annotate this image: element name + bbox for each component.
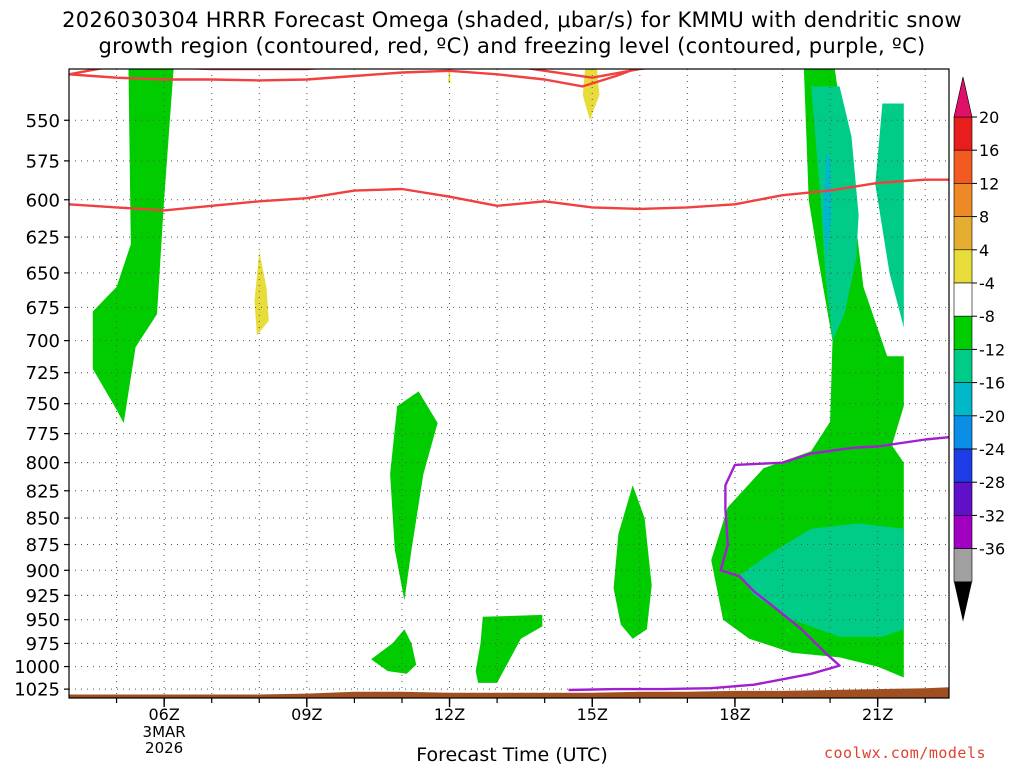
x-tick-sublabel-0: 3MAR xyxy=(143,723,186,741)
y-tick-label-875: 875 xyxy=(26,535,60,556)
x-tick-label-06Z: 06Z xyxy=(148,705,179,724)
y-tick-label-825: 825 xyxy=(26,481,60,502)
colorbar-swatch-13 xyxy=(953,548,973,583)
y-tick-label-700: 700 xyxy=(26,331,60,352)
contour-lines xyxy=(69,69,949,698)
omega-region-7 xyxy=(875,103,904,328)
colorbar-label-5: -4 xyxy=(979,274,995,293)
colorbar-swatch-3 xyxy=(953,216,973,251)
x-tick-label-18Z: 18Z xyxy=(719,705,750,724)
dgz-contour-1 xyxy=(69,69,639,88)
y-tick-label-1000: 1000 xyxy=(14,657,60,678)
colorbar-label-9: -20 xyxy=(979,407,1005,426)
y-tick-label-650: 650 xyxy=(26,263,60,284)
chart-title-line1: 2026030304 HRRR Forecast Omega (shaded, … xyxy=(62,8,962,32)
colorbar-label-1: 16 xyxy=(979,141,999,160)
colorbar-label-8: -16 xyxy=(979,374,1005,393)
colorbar-label-11: -28 xyxy=(979,473,1005,492)
y-tick-label-725: 725 xyxy=(26,363,60,384)
chart-title-line2: growth region (contoured, red, ºC) and f… xyxy=(98,34,926,58)
x-tick-label-09Z: 09Z xyxy=(291,705,322,724)
y-tick-label-925: 925 xyxy=(26,586,60,607)
y-tick-label-775: 775 xyxy=(26,424,60,445)
omega-region-10 xyxy=(254,251,269,336)
colorbar-swatch-9 xyxy=(953,415,973,450)
y-tick-label-750: 750 xyxy=(26,394,60,415)
x-tick-label-21Z: 21Z xyxy=(862,705,893,724)
colorbar-label-3: 8 xyxy=(979,208,989,227)
colorbar-swatch-11 xyxy=(953,481,973,516)
colorbar-label-2: 12 xyxy=(979,174,999,193)
colorbar-label-4: 4 xyxy=(979,241,989,260)
omega-region-2 xyxy=(371,629,417,674)
colorbar-bottom-arrow xyxy=(954,581,972,622)
y-tick-label-950: 950 xyxy=(26,610,60,631)
colorbar: 20 16 12 8 4 -4 -8 -12 -16 -20 -24 -28 -32 -36 xyxy=(953,76,1005,622)
colorbar-swatch-12 xyxy=(953,515,973,549)
colorbar-swatch-10 xyxy=(953,448,973,483)
y-tick-label-900: 900 xyxy=(26,561,60,582)
colorbar-label-13: -36 xyxy=(979,540,1005,559)
colorbar-swatch-7 xyxy=(953,349,973,383)
colorbar-swatch-6 xyxy=(953,315,973,350)
omega-region-6 xyxy=(811,86,859,341)
omega-region-3 xyxy=(475,614,543,683)
y-axis: 550 575 600 625 650 675 700 725 750 775 800 825 850 8… xyxy=(14,111,69,701)
colorbar-label-10: -24 xyxy=(979,440,1005,459)
colorbar-swatch-4 xyxy=(953,249,973,284)
colorbar-swatch-2 xyxy=(953,183,973,217)
colorbar-swatch-5 xyxy=(953,282,973,317)
omega-region-1 xyxy=(390,391,438,601)
omega-region-0 xyxy=(92,69,174,423)
y-tick-label-600: 600 xyxy=(26,190,60,211)
x-tick-sublabel-1: 2026 xyxy=(145,739,183,757)
colorbar-swatch-1 xyxy=(953,149,973,184)
colorbar-label-7: -12 xyxy=(979,340,1005,359)
plot-area xyxy=(68,68,950,699)
credit-text: coolwx.com/models xyxy=(824,744,987,762)
plot-frame xyxy=(68,68,950,699)
colorbar-label-6: -8 xyxy=(979,307,995,326)
y-tick-label-675: 675 xyxy=(26,298,60,319)
freezing-level-line xyxy=(568,436,949,692)
y-tick-label-550: 550 xyxy=(26,111,60,132)
omega-region-9 xyxy=(822,152,832,259)
x-tick-label-15Z: 15Z xyxy=(577,705,608,724)
colorbar-label-0: 20 xyxy=(979,108,999,127)
colorbar-swatch-8 xyxy=(953,382,973,417)
y-tick-label-575: 575 xyxy=(26,151,60,172)
terrain-fill xyxy=(69,687,949,698)
y-tick-label-800: 800 xyxy=(26,453,60,474)
omega-region-8 xyxy=(739,523,904,637)
x-tick-label-12Z: 12Z xyxy=(434,705,465,724)
y-tick-label-850: 850 xyxy=(26,509,60,530)
colorbar-swatch-0 xyxy=(953,116,973,151)
colorbar-top-arrow xyxy=(953,76,973,118)
dgz-contour-2 xyxy=(69,178,949,212)
y-tick-label-975: 975 xyxy=(26,634,60,655)
omega-region-4 xyxy=(613,485,652,639)
omega-shading xyxy=(92,69,904,683)
colorbar-label-12: -32 xyxy=(979,506,1005,525)
y-tick-label-1025: 1025 xyxy=(14,680,60,701)
y-tick-label-625: 625 xyxy=(26,228,60,249)
x-axis-title: Forecast Time (UTC) xyxy=(416,744,608,766)
